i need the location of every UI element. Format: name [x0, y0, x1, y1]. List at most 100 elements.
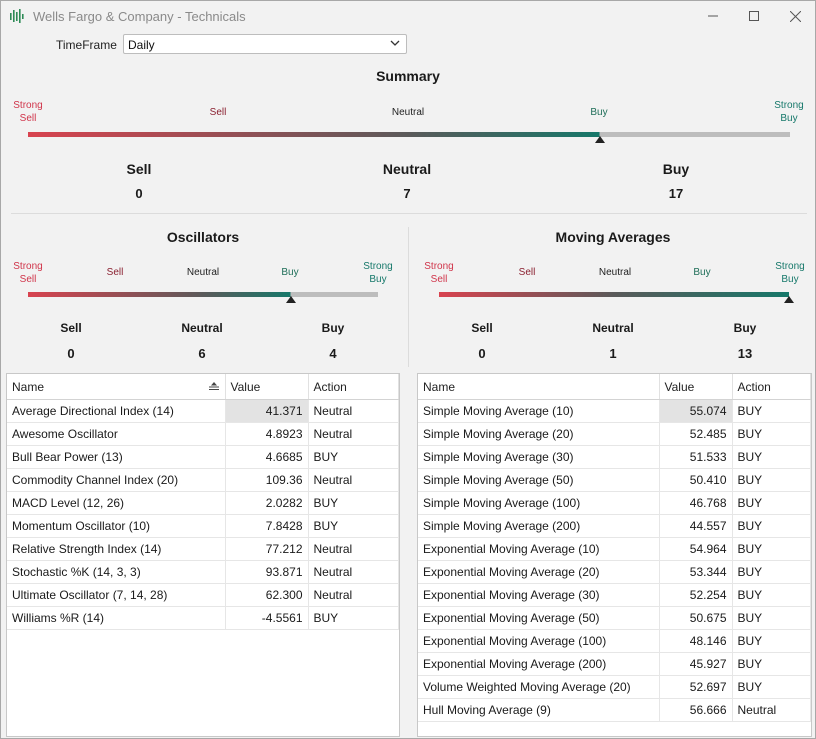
table-row[interactable]: Simple Moving Average (50) 50.410 BUY [418, 468, 811, 492]
moving-averages-title: Moving Averages [555, 229, 671, 245]
summary-title: Summary [376, 68, 440, 84]
summary-buy-label: Buy [662, 161, 690, 177]
action-cell: Neutral [308, 399, 399, 423]
ma-gauge-sell-label: Sell [518, 267, 536, 278]
table-row[interactable]: Exponential Moving Average (200) 45.927 BU… [418, 652, 811, 676]
table-row[interactable]: Simple Moving Average (200) 44.557 BUY [418, 514, 811, 538]
moving-averages-table[interactable]: Name Value Action Simple Moving Average … [417, 373, 812, 737]
value-cell: 56.666 [659, 698, 733, 722]
value-cell: 55.074 [659, 399, 733, 423]
value-cell: 54.964 [659, 537, 733, 561]
action-cell: Neutral [308, 422, 399, 446]
table-row[interactable]: Exponential Moving Average (20) 53.344 BUY [418, 560, 811, 584]
name-cell: Exponential Moving Average (50) [418, 606, 660, 630]
table-row[interactable]: Commodity Channel Index (20) 109.36 Neutra… [7, 468, 399, 492]
value-cell: 50.675 [659, 606, 733, 630]
name-cell: Stochastic %K (14, 3, 3) [7, 560, 226, 584]
name-cell: Simple Moving Average (20) [418, 422, 660, 446]
minimize-button[interactable] [693, 1, 733, 31]
name-cell: Relative Strength Index (14) [7, 537, 226, 561]
sort-icon[interactable] [208, 382, 219, 390]
name-cell: Hull Moving Average (9) [418, 698, 660, 722]
osc-neutral-count: 6 [198, 346, 206, 361]
maximize-icon [749, 11, 759, 21]
value-cell: 53.344 [659, 560, 733, 584]
osc-col-name[interactable]: Name [7, 374, 226, 400]
action-cell: Neutral [308, 468, 399, 492]
name-cell: Simple Moving Average (50) [418, 468, 660, 492]
action-cell: Neutral [308, 583, 399, 607]
summary-gauge-neutral-label: Neutral [391, 107, 425, 118]
osc-buy-count: 4 [329, 346, 337, 361]
table-row[interactable]: Exponential Moving Average (100) 48.146 BU… [418, 629, 811, 653]
osc-gauge-sell-label: Sell [106, 267, 124, 278]
action-cell: BUY [308, 606, 399, 630]
name-cell: Bull Bear Power (13) [7, 445, 226, 469]
action-cell: BUY [732, 491, 811, 515]
table-row[interactable]: Average Directional Index (14) 41.371 Neut… [7, 399, 399, 423]
oscillators-table[interactable]: Name Value Action Average Directional In… [6, 373, 400, 737]
table-row[interactable]: MACD Level (12, 26) 2.0282 BUY [7, 491, 399, 515]
maximize-button[interactable] [734, 1, 774, 31]
close-button[interactable] [775, 1, 815, 31]
table-row[interactable]: Exponential Moving Average (50) 50.675 BUY [418, 606, 811, 630]
ma-col-name[interactable]: Name [418, 374, 660, 400]
name-cell: Awesome Oscillator [7, 422, 226, 446]
title-bar[interactable]: Wells Fargo & Company - Technicals [1, 1, 815, 31]
table-row[interactable]: Exponential Moving Average (30) 52.254 BUY [418, 583, 811, 607]
osc-col-action[interactable]: Action [308, 374, 399, 400]
action-cell: BUY [732, 468, 811, 492]
table-row[interactable]: Bull Bear Power (13) 4.6685 BUY [7, 445, 399, 469]
table-row[interactable]: Awesome Oscillator 4.8923 Neutral [7, 422, 399, 446]
table-row[interactable]: Ultimate Oscillator (7, 14, 28) 62.300 Neu… [7, 583, 399, 607]
table-row[interactable]: Volume Weighted Moving Average (20) 52.69… [418, 675, 811, 699]
table-row[interactable]: Hull Moving Average (9) 56.666 Neutral [418, 698, 811, 722]
ma-col-value[interactable]: Value [659, 374, 733, 400]
table-row[interactable]: Relative Strength Index (14) 77.212 Neutra… [7, 537, 399, 561]
table-row[interactable]: Williams %R (14) -4.5561 BUY [7, 606, 399, 630]
value-cell: 2.0282 [225, 491, 309, 515]
table-row[interactable]: Simple Moving Average (30) 51.533 BUY [418, 445, 811, 469]
ma-neutral-label: Neutral [592, 321, 634, 335]
table-row[interactable]: Stochastic %K (14, 3, 3) 93.871 Neutral [7, 560, 399, 584]
name-cell: Simple Moving Average (10) [418, 399, 660, 423]
action-cell: BUY [732, 583, 811, 607]
table-row[interactable]: Simple Moving Average (20) 52.485 BUY [418, 422, 811, 446]
name-cell: Exponential Moving Average (100) [418, 629, 660, 653]
action-cell: BUY [732, 606, 811, 630]
action-cell: Neutral [308, 560, 399, 584]
table-row[interactable]: Exponential Moving Average (10) 54.964 BUY [418, 537, 811, 561]
section-divider [11, 213, 807, 214]
value-cell: 45.927 [659, 652, 733, 676]
name-cell: Exponential Moving Average (200) [418, 652, 660, 676]
action-cell: BUY [732, 652, 811, 676]
value-cell: 109.36 [225, 468, 309, 492]
oscillators-header-row: Name Value Action [7, 374, 399, 400]
timeframe-select[interactable]: Daily [123, 34, 407, 54]
value-cell: 48.146 [659, 629, 733, 653]
action-cell: BUY [732, 445, 811, 469]
osc-col-value[interactable]: Value [225, 374, 309, 400]
ma-col-action[interactable]: Action [732, 374, 811, 400]
action-cell: BUY [732, 537, 811, 561]
moving-averages-gauge-bar [439, 292, 789, 297]
table-row[interactable]: Simple Moving Average (100) 46.768 BUY [418, 491, 811, 515]
value-cell: 4.8923 [225, 422, 309, 446]
name-cell: Simple Moving Average (30) [418, 445, 660, 469]
table-row[interactable]: Simple Moving Average (10) 55.074 BUY [418, 399, 811, 423]
action-cell: BUY [732, 560, 811, 584]
name-cell: Volume Weighted Moving Average (20) [418, 675, 660, 699]
action-cell: BUY [732, 629, 811, 653]
osc-gauge-strong-buy-label: Strong Buy [363, 261, 393, 285]
moving-averages-gauge-marker [784, 296, 794, 303]
ma-gauge-strong-sell-label: Strong Sell [424, 261, 454, 285]
ma-gauge-buy-label: Buy [693, 267, 711, 278]
table-row[interactable]: Momentum Oscillator (10) 7.8428 BUY [7, 514, 399, 538]
value-cell: 4.6685 [225, 445, 309, 469]
action-cell: BUY [732, 399, 811, 423]
value-cell: 77.212 [225, 537, 309, 561]
timeframe-value: Daily [128, 38, 155, 52]
action-cell: Neutral [732, 698, 811, 722]
summary-neutral-label: Neutral [382, 161, 432, 177]
timeframe-label: TimeFrame [56, 38, 117, 52]
